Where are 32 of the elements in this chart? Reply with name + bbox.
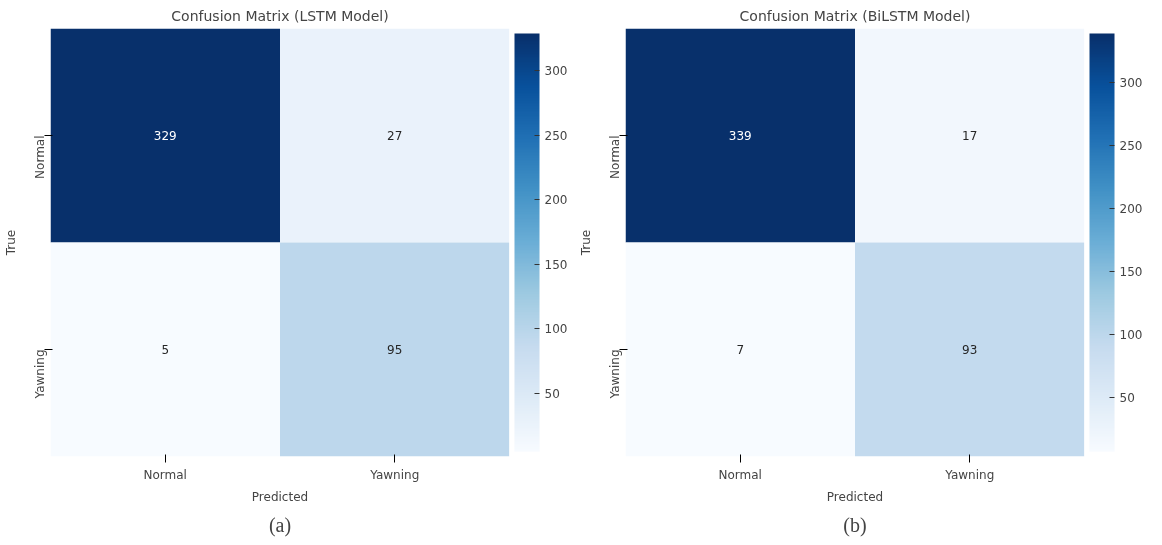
color-bar-label: 150 [1119, 264, 1143, 279]
color-bar-label: 100 [1119, 327, 1143, 342]
x-tick-label: Yawning [369, 467, 420, 482]
y-axis-title: True [578, 229, 593, 257]
color-bar-label: 100 [544, 322, 568, 337]
color-bar-label: 300 [544, 64, 568, 79]
x-axis-title: Predicted [251, 489, 309, 504]
color-bar-label: 300 [1119, 76, 1143, 91]
data-label: 329 [153, 129, 177, 143]
color-bar-label: 250 [544, 128, 568, 143]
color-bar-label: 50 [544, 386, 560, 401]
chart-title: Confusion Matrix (LSTM Model) [171, 7, 389, 24]
color-bar-label: 250 [1119, 139, 1143, 154]
y-axis-title: True [3, 229, 18, 257]
data-label: 7 [736, 343, 745, 357]
text: (a) [268, 513, 292, 537]
data-label: 5 [161, 343, 170, 357]
data-label: 339 [728, 129, 752, 143]
x-axis-title: Predicted [826, 489, 884, 504]
data-label: 17 [962, 129, 978, 143]
data-label: 93 [962, 343, 978, 357]
color-bar-label: 200 [1119, 202, 1143, 217]
color-bar-label: 150 [544, 257, 568, 272]
data-label: 95 [387, 343, 403, 357]
color-bar-label: 50 [1119, 390, 1135, 405]
x-tick-label: Yawning [944, 467, 995, 482]
data-label: 27 [387, 129, 403, 143]
text: (b) [843, 513, 867, 537]
color-bar-label: 200 [544, 193, 568, 208]
x-tick-label: Normal [718, 467, 762, 482]
x-tick-label: Normal [143, 467, 187, 482]
chart-title: Confusion Matrix (BiLSTM Model) [739, 7, 971, 24]
